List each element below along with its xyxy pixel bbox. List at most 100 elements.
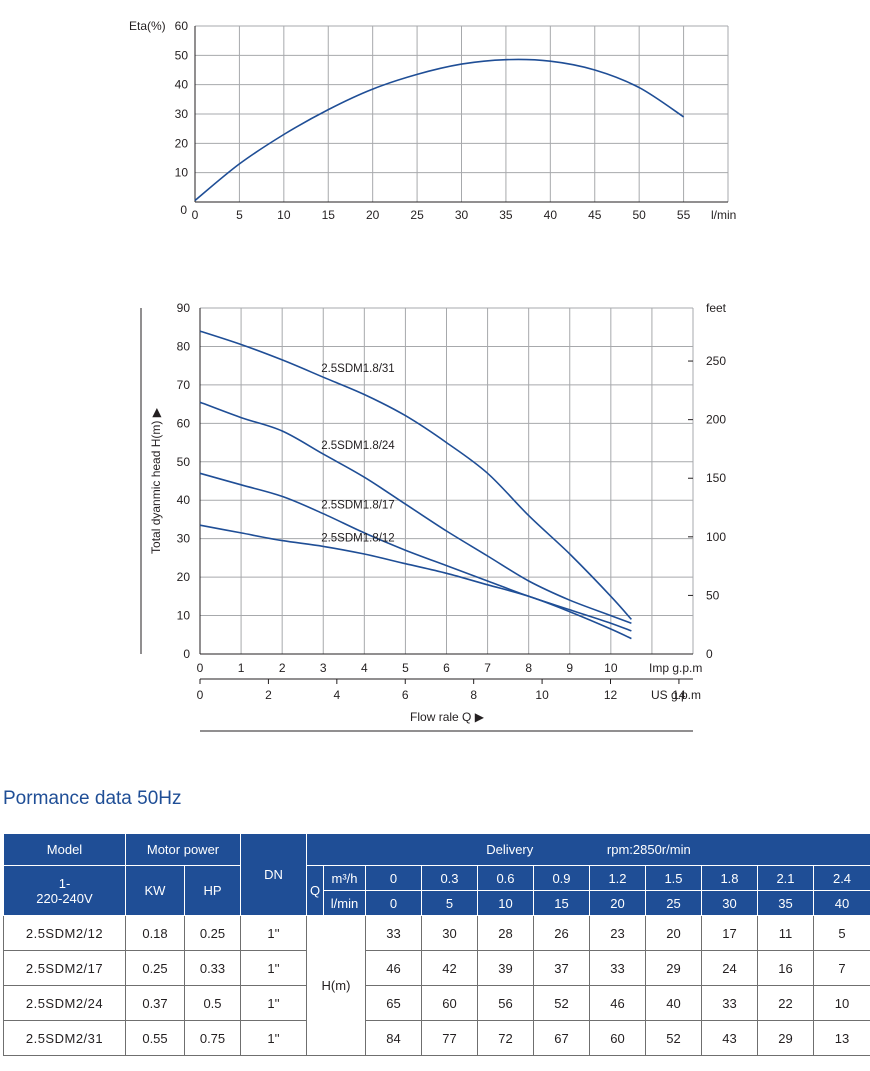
head-cell: 84 [365, 1020, 422, 1056]
voltage-range: 220-240V [36, 890, 93, 906]
y-tick-label: 40 [177, 493, 191, 507]
y-tick-label: 0 [183, 647, 190, 661]
header-hp: HP [184, 865, 241, 916]
m3h-value: 1.5 [645, 865, 702, 891]
header-voltage: 1- 220-240V [3, 865, 126, 916]
x-tick-label: 25 [410, 208, 424, 222]
head-cell: 24 [701, 950, 758, 986]
head-cell: 43 [701, 1020, 758, 1056]
curve-label: 2.5SDM1.8/31 [321, 363, 395, 375]
kw-cell: 0.55 [125, 1020, 185, 1056]
head-cell: 17 [701, 915, 758, 951]
head-cell: 13 [812, 1020, 870, 1056]
table-row: 2.5SDM2/12 0.18 0.25 1'' H(m) 33 30 28 2… [3, 915, 870, 1056]
head-curve [199, 472, 632, 632]
lmin-value: 10 [477, 890, 534, 916]
m3h-value: 0 [365, 865, 422, 891]
head-cell: 5 [812, 915, 870, 951]
y-tick-label: 60 [177, 416, 191, 430]
dn-cell: 1'' [240, 1020, 307, 1056]
dn-cell: 1'' [240, 915, 307, 951]
x-tick-label: 5 [236, 208, 243, 222]
head-cell: 33 [589, 950, 646, 986]
head-cell: 33 [701, 985, 758, 1021]
head-cell: 33 [365, 915, 422, 951]
m3h-value: 1.8 [701, 865, 758, 891]
header-dn: DN [240, 833, 307, 916]
kw-cell: 0.37 [125, 985, 185, 1021]
head-cell: 40 [645, 985, 702, 1021]
head-cell: 72 [477, 1020, 534, 1056]
hp-cell: 0.5 [184, 985, 241, 1021]
flow-axis-label: Flow rale Q ▶ [410, 710, 485, 724]
imp-tick-label: 9 [566, 661, 573, 675]
y-tick-label: 10 [177, 609, 191, 623]
model-cell: 2.5SDM2/12 [3, 915, 126, 951]
x-tick-label: 10 [277, 208, 291, 222]
y-tick-label: 60 [175, 19, 189, 33]
dn-cell: 1'' [240, 950, 307, 986]
y-tick-label: 30 [177, 532, 191, 546]
us-tick-label: 14 [672, 688, 686, 702]
us-tick-label: 2 [265, 688, 272, 702]
table-row: 2.5SDM2/17 0.25 0.33 1'' 46 42 39 37 33 … [3, 950, 870, 986]
head-cell: 16 [757, 950, 814, 986]
head-cell: 56 [477, 985, 534, 1021]
kw-cell: 0.25 [125, 950, 185, 986]
y-tick-label: 40 [175, 78, 189, 92]
head-cell: 52 [645, 1020, 702, 1056]
header-q: Q [306, 865, 324, 916]
performance-data-title: Pormance data 50Hz [3, 788, 182, 809]
us-tick-label: 6 [402, 688, 409, 702]
header-motor-power: Motor power [125, 833, 241, 866]
hp-cell: 0.25 [184, 915, 241, 951]
x-tick-label: 30 [455, 208, 469, 222]
header-model: Model [3, 833, 126, 866]
imp-tick-label: 4 [361, 661, 368, 675]
m3h-value: 0.3 [421, 865, 478, 891]
lmin-value: 20 [589, 890, 646, 916]
y-tick-label: 30 [175, 107, 189, 121]
head-cell: 60 [421, 985, 478, 1021]
lmin-value: 5 [421, 890, 478, 916]
y-tick-label: 20 [177, 570, 191, 584]
lmin-value: 30 [701, 890, 758, 916]
y-tick-label: 80 [177, 339, 191, 353]
us-tick-label: 10 [535, 688, 549, 702]
us-tick-label: 0 [197, 688, 204, 702]
x-axis-label: l/min [711, 208, 736, 222]
model-cell: 2.5SDM2/24 [3, 985, 126, 1021]
m3h-value: 0.6 [477, 865, 534, 891]
head-cell: 65 [365, 985, 422, 1021]
model-cell: 2.5SDM2/31 [3, 1020, 126, 1056]
y-axis-label: Eta(%) [129, 19, 166, 33]
kw-cell: 0.18 [125, 915, 185, 951]
imp-tick-label: 10 [604, 661, 618, 675]
rpm-label: rpm:2850r/min [606, 842, 691, 857]
feet-tick-label: 50 [706, 588, 720, 602]
feet-tick-label: 150 [706, 471, 726, 485]
model-cell: 2.5SDM2/17 [3, 950, 126, 986]
head-cell: 7 [812, 950, 870, 986]
feet-tick-label: 100 [706, 530, 726, 544]
feet-tick-label: 250 [706, 354, 726, 368]
x-tick-label: 35 [499, 208, 513, 222]
x-tick-label: 40 [544, 208, 558, 222]
y-tick-label: 50 [177, 455, 191, 469]
head-cell: 37 [533, 950, 590, 986]
imp-axis-label: Imp g.p.m [649, 661, 702, 675]
x-tick-label: 20 [366, 208, 380, 222]
performance-table: Model Motor power DN Delivery rpm:2850r/… [3, 833, 870, 1056]
head-cell: 26 [533, 915, 590, 951]
m3h-value: 1.2 [589, 865, 646, 891]
head-label-cell: H(m) [306, 915, 366, 1056]
imp-tick-label: 2 [279, 661, 286, 675]
head-cell: 39 [477, 950, 534, 986]
head-cell: 10 [812, 985, 870, 1021]
head-curve [199, 524, 632, 640]
x-tick-label: 50 [632, 208, 646, 222]
dn-cell: 1'' [240, 985, 307, 1021]
imp-tick-label: 3 [320, 661, 327, 675]
us-tick-label: 4 [333, 688, 340, 702]
table-row: 2.5SDM2/24 0.37 0.5 1'' 65 60 56 52 46 4… [3, 985, 870, 1021]
